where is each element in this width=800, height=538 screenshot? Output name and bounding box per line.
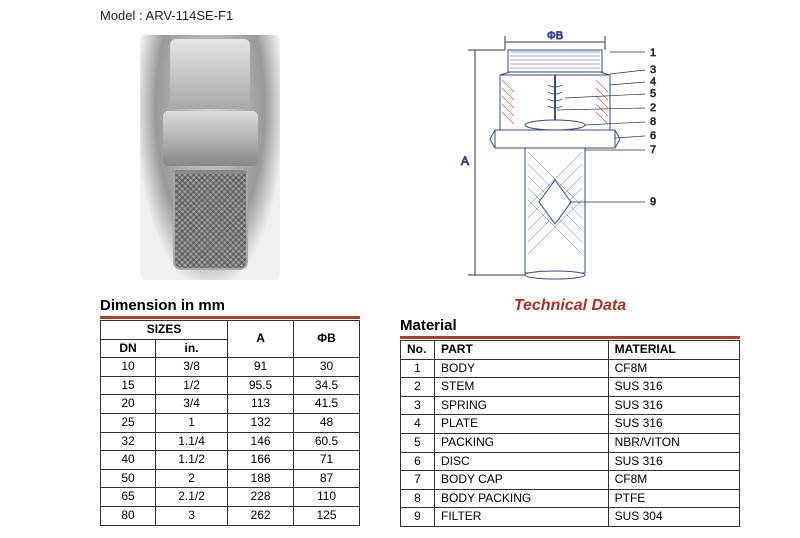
table-row: 7BODY CAPCF8M bbox=[401, 471, 740, 490]
th-material: MATERIAL bbox=[608, 341, 739, 360]
svg-text:4: 4 bbox=[650, 76, 656, 88]
label-phib: ΦB bbox=[547, 30, 563, 42]
table-row: 9FILTERSUS 304 bbox=[401, 508, 740, 527]
th-part: PART bbox=[435, 341, 609, 360]
dimension-section: Dimension in mm SIZES A ΦB DN in. 103/89… bbox=[100, 297, 360, 526]
rule-bar bbox=[100, 316, 360, 319]
table-row: 151/295.534.5 bbox=[101, 376, 360, 395]
table-row: 6DISCSUS 316 bbox=[401, 452, 740, 471]
table-row: 203/411341.5 bbox=[101, 395, 360, 414]
table-row: 5PACKINGNBR/VITON bbox=[401, 433, 740, 452]
svg-text:8: 8 bbox=[650, 116, 656, 128]
th-a: A bbox=[228, 321, 294, 358]
svg-text:3: 3 bbox=[650, 64, 656, 76]
technical-data-title: Technical Data bbox=[400, 297, 740, 315]
table-row: 803262125 bbox=[101, 506, 360, 525]
th-no: No. bbox=[401, 341, 435, 360]
material-section: Technical Data Material No. PART MATERIA… bbox=[400, 297, 740, 527]
table-row: 652.1/2228110 bbox=[101, 488, 360, 507]
svg-text:5: 5 bbox=[650, 88, 656, 100]
th-phib: ΦB bbox=[294, 321, 360, 358]
material-table: No. PART MATERIAL 1BODYCF8M2STEMSUS 3163… bbox=[400, 340, 740, 527]
table-row: 103/89130 bbox=[101, 358, 360, 377]
th-dn: DN bbox=[101, 339, 156, 358]
material-title: Material bbox=[400, 317, 740, 334]
product-photo bbox=[100, 27, 320, 287]
table-row: 401.1/216671 bbox=[101, 451, 360, 470]
dimension-title: Dimension in mm bbox=[100, 297, 360, 314]
dimension-table: SIZES A ΦB DN in. 103/89130151/295.534.5… bbox=[100, 320, 360, 526]
table-row: 3SPRINGSUS 316 bbox=[401, 396, 740, 415]
label-a: A bbox=[461, 154, 469, 168]
svg-text:6: 6 bbox=[650, 130, 656, 142]
table-row: 4PLATESUS 316 bbox=[401, 415, 740, 434]
bottom-row: Dimension in mm SIZES A ΦB DN in. 103/89… bbox=[100, 297, 740, 527]
svg-text:2: 2 bbox=[650, 102, 656, 114]
th-sizes: SIZES bbox=[101, 321, 228, 340]
table-row: 25113248 bbox=[101, 413, 360, 432]
rule-bar bbox=[400, 336, 740, 339]
table-row: 1BODYCF8M bbox=[401, 359, 740, 378]
top-row: ΦB A bbox=[100, 27, 740, 287]
table-row: 8BODY PACKINGPTFE bbox=[401, 489, 740, 508]
svg-text:1: 1 bbox=[650, 47, 656, 59]
table-row: 321.1/414660.5 bbox=[101, 432, 360, 451]
model-label: Model : ARV-114SE-F1 bbox=[100, 8, 740, 23]
photo-placeholder bbox=[140, 35, 280, 280]
th-in: in. bbox=[156, 339, 228, 358]
table-row: 50218887 bbox=[101, 469, 360, 488]
svg-text:9: 9 bbox=[650, 196, 656, 208]
svg-text:7: 7 bbox=[650, 144, 656, 156]
table-row: 2STEMSUS 316 bbox=[401, 378, 740, 397]
technical-diagram: ΦB A bbox=[380, 27, 740, 287]
